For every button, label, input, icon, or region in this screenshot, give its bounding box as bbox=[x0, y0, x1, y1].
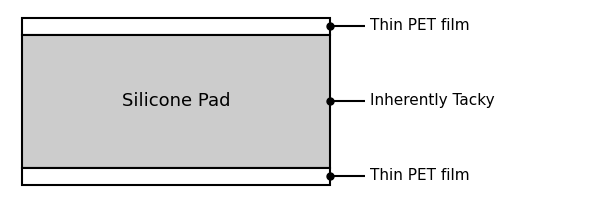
Text: Silicone Pad: Silicone Pad bbox=[122, 92, 230, 110]
Text: Thin PET film: Thin PET film bbox=[370, 168, 470, 184]
Bar bbox=[22, 168, 330, 185]
Bar bbox=[22, 18, 330, 35]
Text: Thin PET film: Thin PET film bbox=[370, 19, 470, 33]
Bar bbox=[22, 35, 330, 168]
Text: Inherently Tacky: Inherently Tacky bbox=[370, 94, 494, 108]
